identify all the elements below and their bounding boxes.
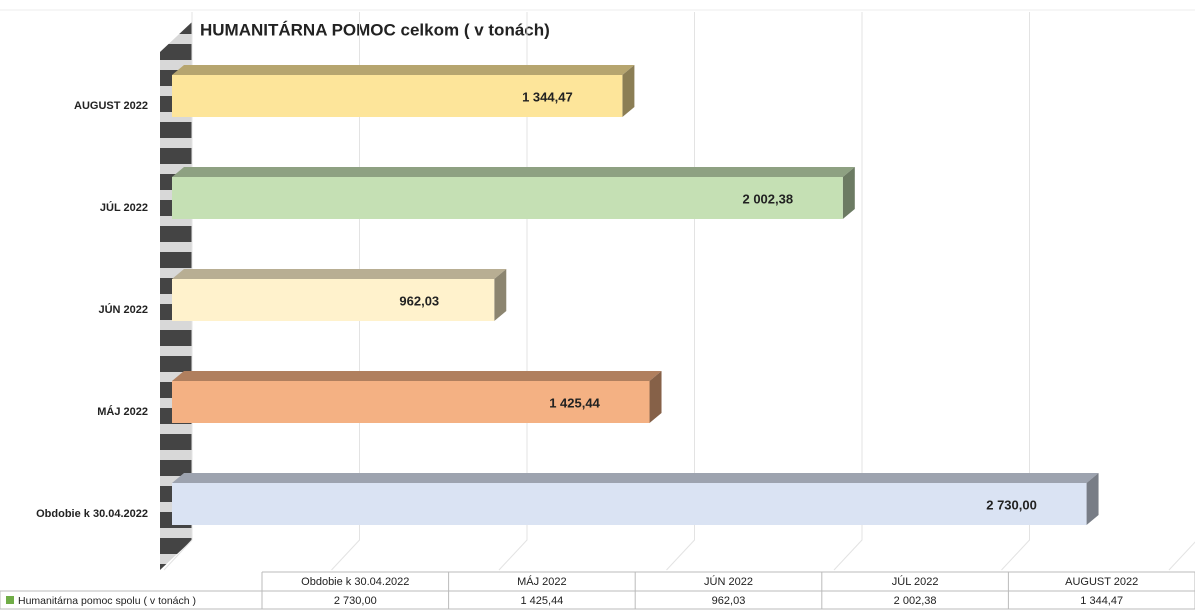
chart-title: HUMANITÁRNA POMOC celkom ( v tonách) — [200, 20, 550, 39]
table-value: 1 425,44 — [520, 595, 563, 607]
table-value: 2 730,00 — [334, 595, 377, 607]
bar — [172, 381, 650, 423]
bar — [172, 483, 1087, 525]
bar-side — [649, 371, 662, 423]
table-header: AUGUST 2022 — [1065, 576, 1138, 588]
y-tick-label: AUGUST 2022 — [74, 100, 148, 112]
bar-side — [494, 269, 507, 321]
bar-top — [172, 65, 635, 75]
table-header: JÚN 2022 — [704, 575, 753, 588]
data-label: 1 344,47 — [522, 89, 573, 104]
data-label: 2 730,00 — [986, 497, 1037, 512]
grid-line — [833, 12, 863, 571]
bar-top — [172, 473, 1099, 483]
y-tick-label: JÚL 2022 — [100, 201, 148, 214]
y-tick-label: MÁJ 2022 — [97, 405, 148, 418]
y-tick-label: Obdobie k 30.04.2022 — [36, 508, 148, 520]
table-value: 962,03 — [712, 595, 746, 607]
y-tick-label: JÚN 2022 — [98, 303, 148, 316]
bar-side — [622, 65, 635, 117]
data-label: 1 425,44 — [549, 395, 600, 410]
table-header: MÁJ 2022 — [517, 575, 567, 588]
table-value: 1 344,47 — [1080, 595, 1123, 607]
table-header: JÚL 2022 — [892, 575, 939, 588]
bar — [172, 279, 495, 321]
table-header: Obdobie k 30.04.2022 — [301, 576, 409, 588]
legend-label: Humanitárna pomoc spolu ( v tonách ) — [18, 595, 196, 607]
bar-top — [172, 269, 507, 279]
legend-swatch — [6, 596, 14, 604]
bar-side — [842, 167, 855, 219]
data-label: 962,03 — [399, 293, 439, 308]
bar-top — [172, 167, 855, 177]
grid-line — [1001, 12, 1030, 571]
bar — [172, 75, 623, 117]
grid-line — [1168, 541, 1195, 571]
table-value: 2 002,38 — [894, 595, 937, 607]
data-label: 2 002,38 — [742, 191, 793, 206]
bar-side — [1086, 473, 1099, 525]
bar-top — [172, 371, 662, 381]
bar — [172, 177, 843, 219]
